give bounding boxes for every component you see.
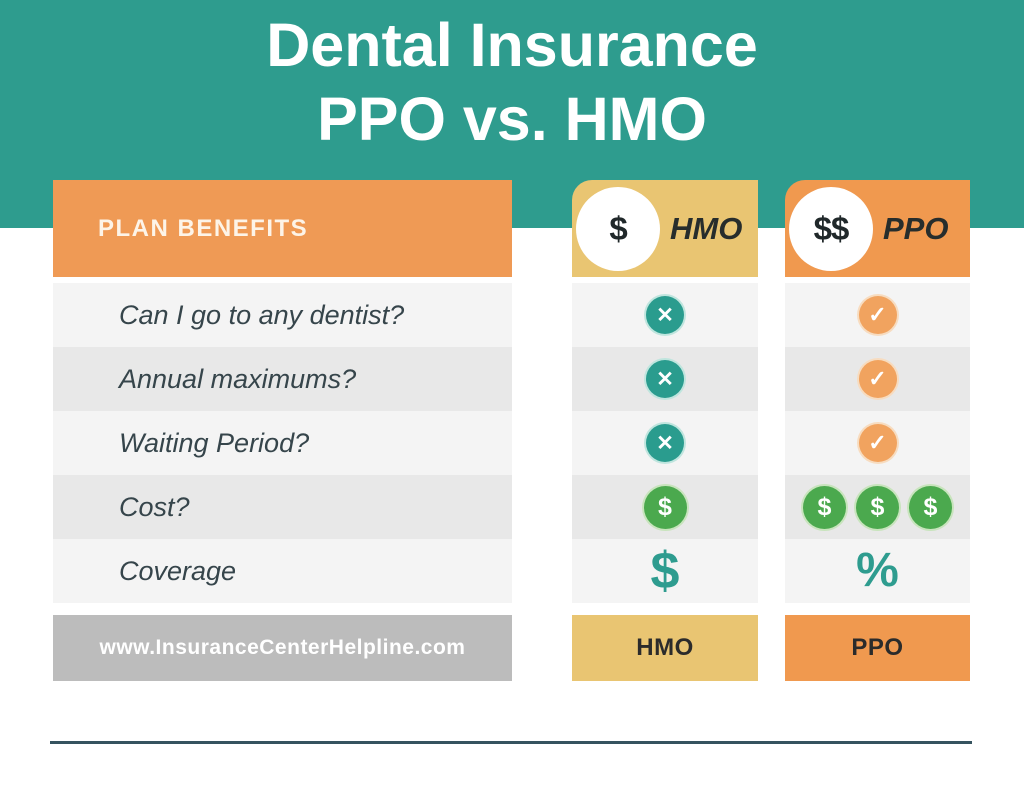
benefits-column: PLAN BENEFITS Can I go to any dentist? A…	[53, 180, 512, 681]
percent-symbol: %	[856, 544, 899, 597]
benefit-label-annual-maximums: Annual maximums?	[119, 363, 357, 394]
hmo-column: $ HMO ✕ ✕ ✕ $ $ HMO	[572, 180, 758, 681]
hmo-price-circle: $	[576, 186, 660, 271]
cross-icon: ✕	[646, 296, 684, 334]
table-row: $	[572, 539, 758, 603]
website-footer: www.InsuranceCenterHelpline.com	[53, 615, 512, 681]
benefit-label-cost: Cost?	[119, 491, 190, 522]
benefit-label-coverage: Coverage	[119, 555, 237, 586]
table-row: $ $ $	[785, 475, 970, 539]
table-row: Cost?	[53, 475, 512, 539]
ppo-header: $$ PPO	[785, 180, 970, 277]
ppo-column: $$ PPO ✓ ✓ ✓ $ $ $ % PPO	[785, 180, 970, 681]
table-row: ✓	[785, 411, 970, 475]
check-icon: ✓	[858, 424, 897, 462]
ppo-footer-label: PPO	[851, 634, 904, 661]
benefits-header: PLAN BENEFITS	[53, 180, 512, 277]
dollar-coin-icon: $	[909, 485, 952, 529]
benefits-rows: Can I go to any dentist? Annual maximums…	[53, 283, 512, 603]
table-row: $	[572, 475, 758, 539]
table-row: Can I go to any dentist?	[53, 283, 512, 347]
website-url: www.InsuranceCenterHelpline.com	[99, 636, 466, 659]
ppo-title: PPO	[883, 210, 949, 246]
hmo-header: $ HMO	[572, 180, 758, 277]
hmo-title: HMO	[670, 210, 743, 246]
hmo-rows: ✕ ✕ ✕ $ $	[572, 283, 758, 603]
table-row: Waiting Period?	[53, 411, 512, 475]
benefit-label-waiting-period: Waiting Period?	[119, 427, 310, 458]
dollar-icon: $	[609, 209, 627, 247]
check-icon: ✓	[858, 360, 897, 398]
bottom-divider-line	[50, 741, 972, 744]
ppo-footer: PPO	[785, 615, 970, 681]
table-row: ✕	[572, 283, 758, 347]
check-icon: ✓	[858, 296, 897, 334]
cross-icon: ✕	[646, 424, 684, 462]
double-dollar-icon: $$	[813, 209, 850, 247]
hmo-footer-label: HMO	[636, 634, 694, 661]
dollar-coin-icon: $	[643, 485, 687, 529]
table-row: %	[785, 539, 970, 603]
hmo-footer: HMO	[572, 615, 758, 681]
cross-icon: ✕	[646, 360, 684, 398]
dollar-coin-icon: $	[856, 485, 899, 529]
table-row: Coverage	[53, 539, 512, 603]
dollar-coin-icon: $	[803, 485, 846, 529]
table-row: ✓	[785, 283, 970, 347]
dollar-symbol: $	[650, 542, 680, 600]
benefits-header-label: PLAN BENEFITS	[98, 214, 309, 242]
page-title: Dental Insurance PPO vs. HMO	[0, 8, 1024, 157]
ppo-price-circle: $$	[789, 186, 873, 271]
table-row: ✓	[785, 347, 970, 411]
benefit-label-any-dentist: Can I go to any dentist?	[119, 299, 405, 330]
table-row: ✕	[572, 411, 758, 475]
table-row: Annual maximums?	[53, 347, 512, 411]
table-row: ✕	[572, 347, 758, 411]
ppo-rows: ✓ ✓ ✓ $ $ $ %	[785, 283, 970, 603]
title-line-1: Dental Insurance	[266, 11, 758, 79]
title-line-2: PPO vs. HMO	[317, 85, 707, 154]
